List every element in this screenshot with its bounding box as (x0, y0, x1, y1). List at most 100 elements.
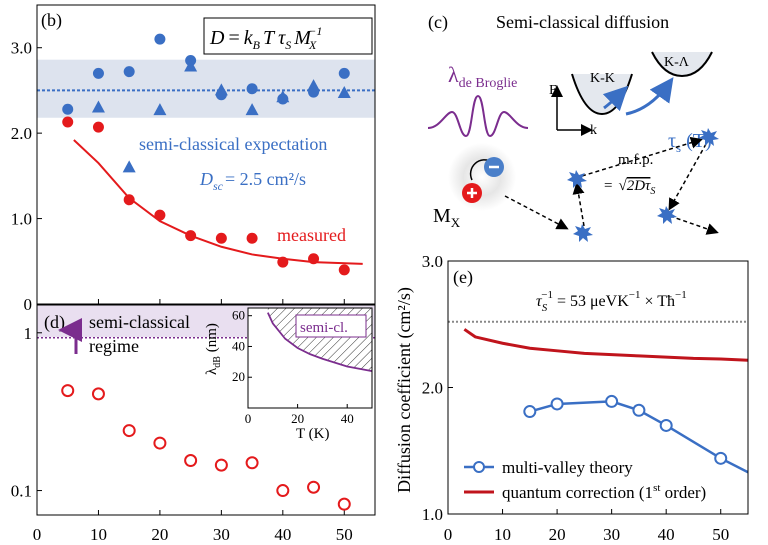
data-point (184, 59, 198, 72)
data-point (308, 253, 320, 265)
y-tick-label: 3.0 (11, 39, 32, 58)
data-point (523, 405, 537, 419)
data-point (154, 33, 166, 45)
data-point (214, 458, 228, 472)
x-tick-label: 50 (712, 525, 729, 544)
quantum-correction-curve (463, 328, 749, 362)
data-point (307, 79, 321, 92)
wavepacket-curve (427, 94, 529, 138)
intervalley-arrow (625, 77, 674, 116)
measured-fit-curve (73, 139, 363, 265)
panel-b-frame (36, 4, 376, 305)
random-walk (504, 136, 719, 235)
inset-xlabel: T (K) (296, 426, 329, 442)
data-point (307, 480, 321, 494)
data-point (245, 103, 259, 116)
data-point (632, 403, 646, 417)
scatter-star-icon (573, 224, 593, 242)
inset-tag-box (295, 314, 367, 338)
data-point (122, 424, 136, 438)
scattering-events (567, 128, 719, 242)
x-tick-label: 30 (213, 525, 230, 544)
data-point (277, 256, 289, 268)
data-point (276, 90, 290, 103)
data-point (338, 264, 350, 276)
regime-annotation-line1: semi-classical (89, 312, 190, 332)
formula-box (203, 17, 373, 55)
data-point (215, 232, 227, 244)
x-tick-label: 40 (658, 525, 675, 544)
data-point (605, 394, 619, 408)
debroglie-label: λde Broglie (448, 62, 517, 91)
mfp-formula: = √2DτS (604, 178, 655, 197)
legend-theory-label: multi-valley theory (502, 458, 633, 477)
data-point (714, 451, 728, 465)
y-tick-label: 1 (24, 324, 33, 343)
panel-e-frame (447, 260, 749, 515)
intravalley-arrow (602, 85, 629, 112)
panel-e-formula: τS−1 = 53 μeVK−1 × Tħ−1 (536, 289, 687, 314)
dsc-annotation: Dsc = 2.5 cm²/s (199, 169, 306, 193)
panel-c-schematic: (c) Semi-classical diffusion λde Broglie… (427, 12, 719, 242)
data-point (337, 85, 351, 98)
data-point (550, 397, 564, 411)
y-tick-label: 1.0 (422, 505, 443, 524)
x-tick-label: 50 (336, 525, 353, 544)
x-tick-label: 30 (603, 525, 620, 544)
scatter-star-icon (657, 206, 677, 224)
y-tick-label: 1.0 (11, 210, 32, 229)
panel-e-chart: 0 10 20 30 40 50 1.0 2.0 3.0 (e) τS−1 = 53 μeVK−1… (394, 252, 749, 544)
inset-tag: semi-cl. (300, 320, 348, 336)
data-point (154, 209, 166, 221)
expectation-band (37, 59, 375, 118)
data-point (91, 100, 105, 113)
panel-d-chart: 0 10 20 30 40 50 0.1 1 (d) semi-classical regim… (11, 304, 376, 544)
mfp-label: m.f.p. (618, 152, 653, 168)
mx-label: MX (433, 205, 461, 230)
data-point (61, 384, 75, 398)
x-tick-label: 10 (90, 525, 107, 544)
x-tick-label: 20 (151, 525, 168, 544)
data-point (246, 232, 258, 244)
panel-c-title: Semi-classical diffusion (496, 12, 669, 32)
inset-x-tick-label: 20 (291, 411, 304, 426)
inset-frame (247, 307, 373, 409)
legend-correction-label: quantum correction (1st order) (502, 482, 706, 502)
panel-e-ylabel: Diffusion coefficient (cm²/s) (394, 287, 415, 493)
panel-b-label: (b) (41, 10, 62, 31)
momentum-label: k (590, 123, 597, 138)
data-point (185, 230, 197, 242)
y-tick-label: 0 (24, 295, 33, 314)
x-tick-label: 0 (33, 525, 42, 544)
data-point (659, 418, 673, 432)
data-point (123, 194, 135, 206)
inset-y-tick-label: 20 (232, 369, 245, 384)
measured-annotation: measured (277, 225, 346, 245)
data-point (184, 454, 198, 468)
data-point (337, 497, 351, 511)
panel-c-label: (c) (428, 12, 448, 33)
x-tick-label: 40 (274, 525, 291, 544)
inset-y-tick-label: 60 (232, 308, 245, 323)
kk-label: K-K (590, 71, 615, 86)
data-point (62, 103, 74, 115)
y-tick-label: 2.0 (11, 124, 32, 143)
y-tick-label: 3.0 (422, 252, 443, 271)
scatter-star-icon (699, 128, 719, 146)
data-point (122, 160, 136, 173)
data-point (246, 83, 258, 95)
inset-x-tick-label: 0 (245, 411, 252, 426)
inset-debroglie-curve (267, 312, 373, 372)
inset-y-tick-label: 40 (232, 338, 245, 353)
y-tick-label: 0.1 (11, 482, 32, 501)
x-tick-label: 20 (549, 525, 566, 544)
regime-annotation-line2: regime (89, 336, 139, 356)
data-point (153, 103, 167, 116)
data-point (245, 456, 259, 470)
data-point (338, 67, 350, 79)
data-point (92, 67, 104, 79)
data-point (62, 116, 74, 128)
